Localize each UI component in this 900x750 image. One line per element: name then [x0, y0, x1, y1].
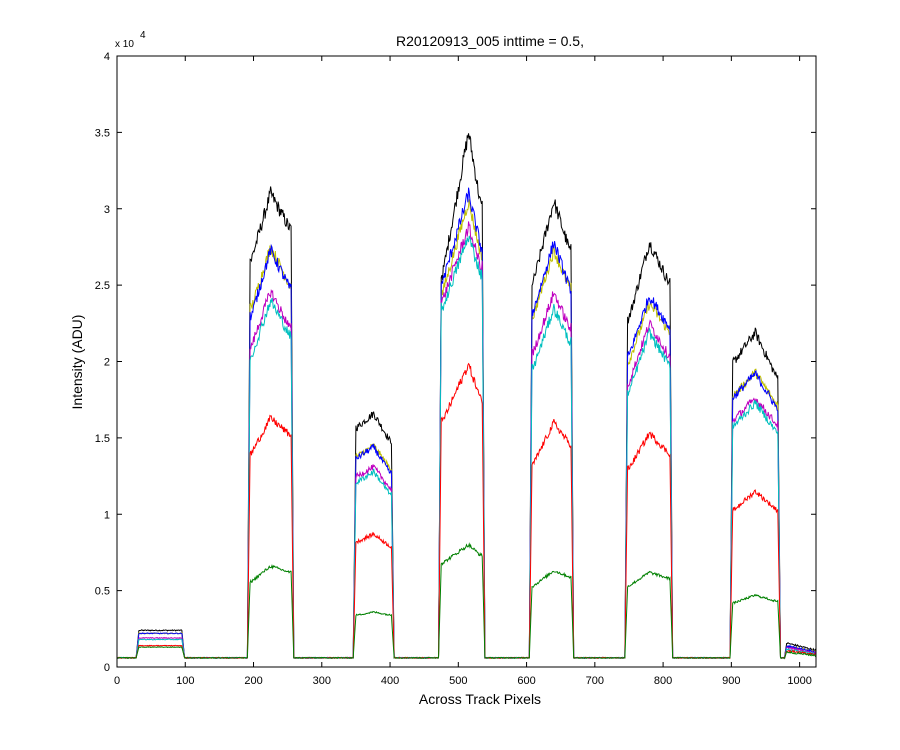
y-tick-label: 1.5 — [95, 433, 110, 445]
y-tick-label: 3.5 — [95, 127, 110, 139]
x-tick-label: 900 — [722, 675, 740, 687]
chart-title: R20120913_005 inttime = 0.5, — [396, 33, 584, 49]
y-tick-label: 0 — [104, 662, 110, 674]
x-tick-label: 800 — [654, 675, 672, 687]
tick-layer: 0 100 200 300 400 500 600 700 800 900 1000 0 0.5 1 1.5… — [95, 51, 816, 687]
series-line-5 — [116, 235, 817, 660]
y-axis-label: Intensity (ADU) — [69, 315, 85, 410]
x-tick-label: 400 — [381, 675, 399, 687]
series-line-7 — [116, 542, 817, 660]
series-layer — [116, 133, 817, 660]
y-exponent-power: 4 — [140, 30, 146, 41]
y-tick-label: 2 — [104, 357, 110, 369]
y-tick-label: 0.5 — [95, 586, 110, 598]
y-tick-label: 2.5 — [95, 280, 110, 292]
x-tick-label: 600 — [517, 675, 535, 687]
y-exponent-base: x 10 — [115, 39, 134, 50]
x-tick-label: 700 — [586, 675, 604, 687]
y-tick-label: 3 — [104, 204, 110, 216]
series-line-3 — [116, 187, 817, 660]
x-tick-label: 200 — [244, 675, 262, 687]
x-tick-label: 300 — [313, 675, 331, 687]
x-axis-label: Across Track Pixels — [419, 691, 541, 707]
y-tick-label: 4 — [104, 51, 110, 63]
series-line-2 — [116, 199, 817, 660]
series-line-4 — [116, 221, 817, 660]
x-tick-label: 0 — [114, 675, 120, 687]
x-tick-label: 1000 — [787, 675, 811, 687]
series-line-6 — [116, 362, 817, 660]
x-tick-label: 500 — [449, 675, 467, 687]
x-tick-label: 100 — [176, 675, 194, 687]
y-tick-label: 1 — [104, 509, 110, 521]
